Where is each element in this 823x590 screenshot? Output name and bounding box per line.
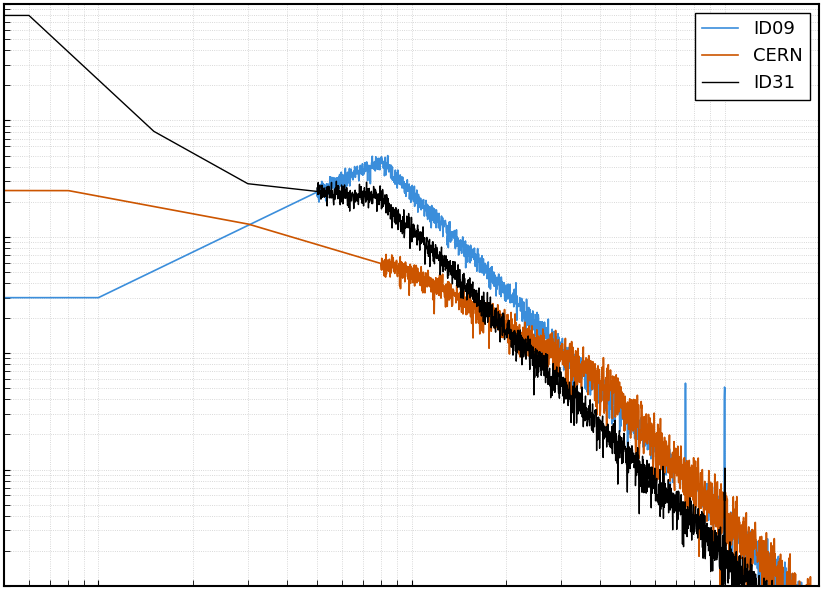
ID31 [347,192,357,199]
ID31 [141,120,151,127]
Line: ID31: ID31 [4,15,819,590]
ID09 [383,152,393,159]
Legend: ID09, CERN, ID31: ID09, CERN, ID31 [695,13,810,100]
ID31 [92,75,102,82]
CERN [710,478,720,486]
ID09 [312,189,322,196]
CERN [92,192,102,199]
CERN [141,201,151,208]
ID31 [312,188,322,195]
Line: CERN: CERN [4,191,819,590]
ID31 [0,12,9,19]
ID09 [92,294,102,301]
Line: ID09: ID09 [4,156,819,590]
ID09 [347,169,357,176]
CERN [312,241,322,248]
ID09 [141,271,151,278]
ID09 [710,502,720,509]
CERN [347,251,357,258]
ID09 [0,294,9,301]
CERN [0,187,9,194]
ID31 [710,527,720,534]
